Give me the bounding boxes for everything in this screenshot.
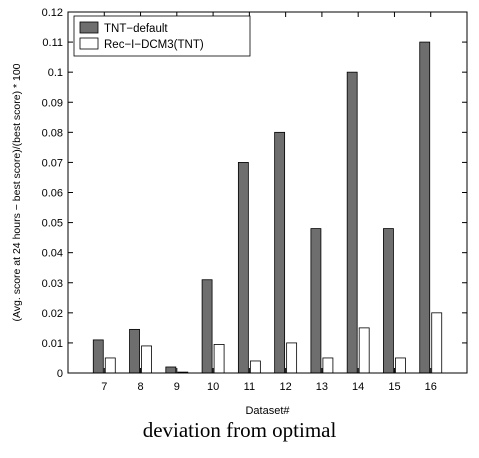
bar-rec-i-dcm3-14 <box>358 327 370 374</box>
y-tick-label: 0.11 <box>42 37 63 49</box>
legend: TNT−default Rec−I−DCM3(TNT) <box>73 15 251 57</box>
bars-layer <box>92 41 443 374</box>
bar-tnt-default-15 <box>383 228 394 374</box>
bar-rec-i-dcm3-10 <box>213 344 225 374</box>
bar-tnt-default-8 <box>129 328 140 374</box>
bar-tnt-default-12 <box>274 131 286 374</box>
bar-tnt-default-16 <box>419 41 431 374</box>
x-tick-label: 16 <box>425 381 437 393</box>
x-tick-label: 13 <box>316 381 328 393</box>
y-tick-label: 0.04 <box>42 248 63 260</box>
x-tick-label: 11 <box>244 381 255 393</box>
bar-tnt-default-10 <box>201 279 213 374</box>
bar-rec-i-dcm3-15 <box>395 357 406 374</box>
bar-tnt-default-14 <box>346 71 358 374</box>
bar-tnt-default-13 <box>310 228 322 374</box>
y-axis-title: (Avg. score at 24 hours − best score)/(b… <box>11 63 23 321</box>
x-axis-title: Dataset# <box>245 405 290 417</box>
bar-rec-i-dcm3-13 <box>322 357 334 374</box>
y-tick-label: 0.03 <box>42 278 63 290</box>
y-tick-label: 0.07 <box>42 157 63 169</box>
x-tick-label: 10 <box>207 381 219 393</box>
axes-layer: 0 0.01 0.02 0.03 0.04 0.05 0.06 0.07 0.08 0.09 0.1… <box>42 7 468 393</box>
bar-tnt-default-9 <box>165 366 177 374</box>
legend-swatch-tnt-default <box>79 21 99 34</box>
bar-rec-i-dcm3-8 <box>141 345 152 374</box>
bar-rec-i-dcm3-16 <box>431 312 443 374</box>
y-tick-label: 0.06 <box>42 188 63 200</box>
y-tick-label: 0 <box>57 368 63 380</box>
x-tick-label: 8 <box>137 381 143 393</box>
y-tick-label: 0.05 <box>42 218 63 230</box>
bar-tnt-default-11 <box>237 162 249 374</box>
x-tick-label: 12 <box>280 381 292 393</box>
x-tick-label: 14 <box>352 381 364 393</box>
x-tick-label: 7 <box>101 381 107 393</box>
x-tick-label: 15 <box>388 381 400 393</box>
x-tick-label: 9 <box>174 381 180 393</box>
y-tick-label: 0.08 <box>42 127 63 139</box>
y-tick-label: 0.01 <box>42 338 63 350</box>
legend-box <box>73 15 251 57</box>
bar-chart: 0 0.01 0.02 0.03 0.04 0.05 0.06 0.07 0.08 0.09 0.1… <box>11 7 468 417</box>
y-tick-label: 0.12 <box>42 7 63 19</box>
bar-tnt-default-7 <box>92 339 104 374</box>
bar-rec-i-dcm3-12 <box>286 342 298 374</box>
y-tick-label: 0.09 <box>42 97 63 109</box>
plot-frame <box>67 11 468 374</box>
y-tick-label: 0.02 <box>42 308 63 320</box>
legend-label-tnt-default: TNT−default <box>104 23 168 35</box>
legend-label-rec-i-dcm3: Rec−I−DCM3(TNT) <box>104 39 204 51</box>
bar-rec-i-dcm3-7 <box>104 357 116 374</box>
legend-swatch-rec-i-dcm3 <box>79 37 99 50</box>
bar-rec-i-dcm3-11 <box>249 360 261 374</box>
figure-caption: deviation from optimal <box>142 418 337 442</box>
y-tick-label: 0.1 <box>48 67 63 79</box>
